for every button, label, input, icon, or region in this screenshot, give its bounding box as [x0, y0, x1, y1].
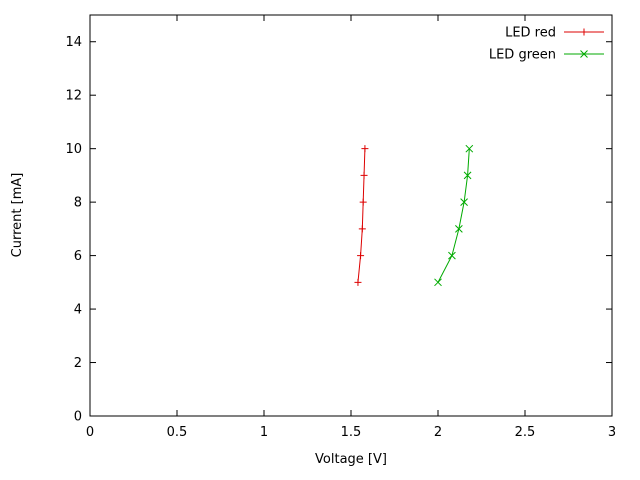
x-tick-label: 2 — [434, 425, 442, 440]
plus-marker — [580, 28, 588, 36]
x-tick-label: 2.5 — [515, 425, 536, 440]
x-marker — [465, 144, 474, 153]
series-line — [437, 148, 470, 283]
y-tick-label: 2 — [74, 356, 82, 371]
axis-tick-labels: 0 0.5 1 1.5 2 2.5 3 0 2 4 6 8 10 12 14 — [65, 35, 616, 440]
plus-marker — [358, 225, 366, 233]
legend-entry-led-red: LED red — [505, 26, 604, 41]
plus-marker — [361, 145, 369, 153]
y-tick-label: 12 — [65, 89, 82, 104]
y-tick-label: 14 — [65, 35, 82, 50]
plus-marker — [360, 171, 368, 179]
y-tick-label: 6 — [74, 249, 82, 264]
plus-marker — [357, 252, 365, 260]
y-tick-label: 10 — [65, 142, 82, 157]
series-line — [357, 148, 366, 283]
legend-entry-led-green: LED green — [489, 48, 604, 63]
axis-ticks — [89, 15, 613, 417]
x-tick-label: 1 — [260, 425, 268, 440]
y-tick-label: 8 — [74, 196, 82, 211]
legend-label: LED red — [505, 26, 556, 41]
legend-label: LED green — [489, 48, 556, 63]
x-axis-title: Voltage [V] — [315, 452, 387, 467]
legend: LED red LED green — [489, 26, 604, 63]
x-tick-label: 3 — [608, 425, 616, 440]
y-tick-label: 4 — [74, 303, 82, 318]
plus-marker — [359, 198, 367, 206]
x-marker — [580, 50, 588, 58]
x-marker — [434, 278, 442, 287]
series-led-green — [434, 144, 474, 287]
x-marker — [448, 251, 456, 260]
y-tick-label: 0 — [74, 410, 82, 425]
x-tick-label: 1.5 — [341, 425, 362, 440]
plot-border — [89, 14, 613, 417]
series-led-red — [354, 145, 369, 286]
x-marker — [460, 198, 468, 206]
x-marker — [455, 225, 463, 233]
plus-marker — [354, 278, 362, 286]
x-tick-label: 0.5 — [167, 425, 188, 440]
x-marker — [463, 171, 472, 180]
data-series — [354, 144, 474, 287]
x-tick-label: 0 — [86, 425, 94, 440]
y-axis-title: Current [mA] — [10, 173, 25, 258]
